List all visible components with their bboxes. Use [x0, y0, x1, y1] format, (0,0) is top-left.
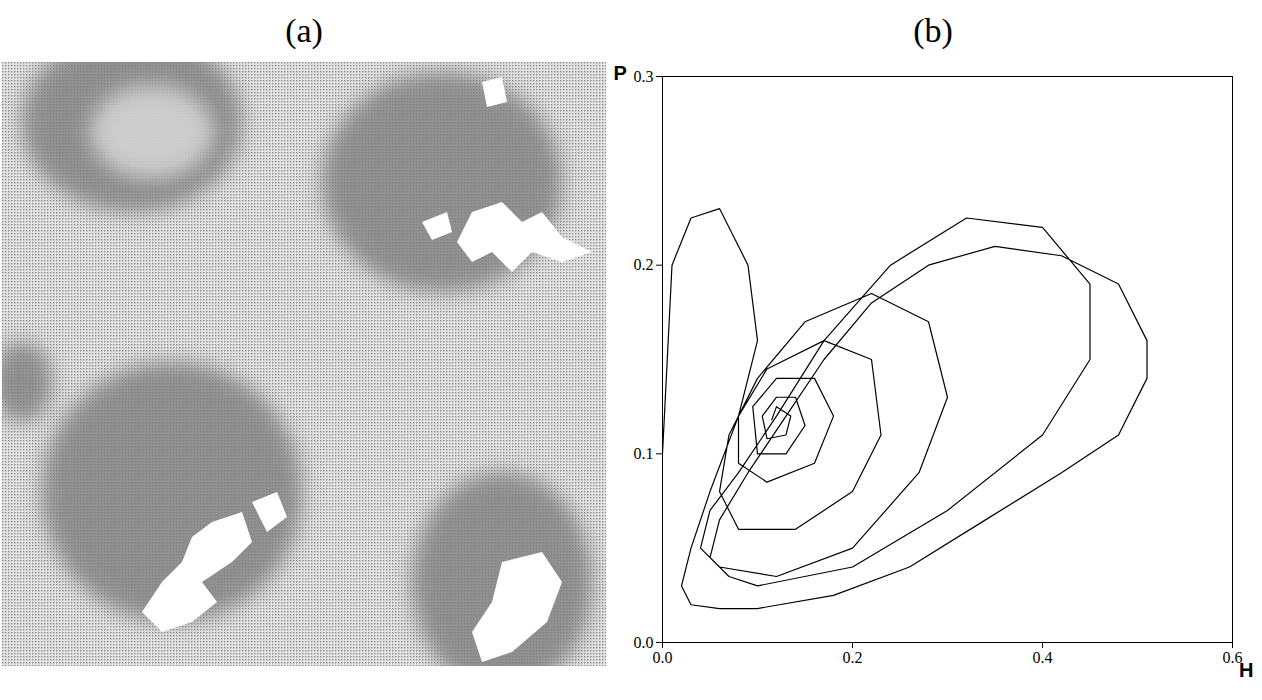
svg-text:0.3: 0.3 [634, 68, 654, 85]
svg-text:P: P [614, 62, 627, 84]
svg-text:0.6: 0.6 [1222, 648, 1243, 666]
svg-text:H: H [1239, 659, 1253, 681]
html-text:(a): (a) [285, 12, 323, 49]
svg-text:0.2: 0.2 [634, 256, 654, 273]
svg-text:0.0: 0.0 [653, 649, 673, 666]
svg-text:0.2: 0.2 [843, 649, 863, 666]
svg-text:0.0: 0.0 [634, 634, 654, 651]
html-text:(b): (b) [913, 12, 953, 49]
svg-text:0.4: 0.4 [1033, 649, 1053, 666]
svg-text:0.1: 0.1 [634, 445, 654, 462]
